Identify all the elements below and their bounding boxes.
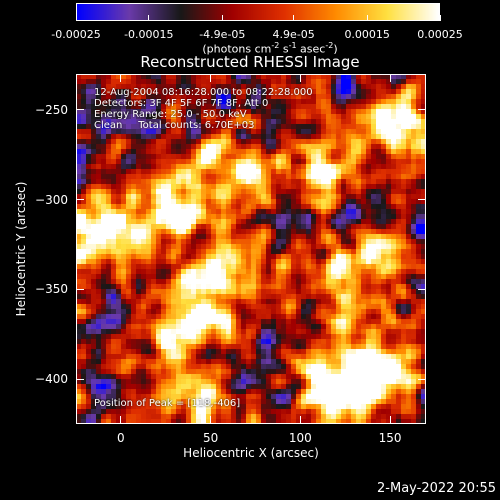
y-tick-mark — [76, 288, 84, 290]
colorbar-tick-label: 4.9e-05 — [272, 28, 315, 41]
y-tick-mark — [418, 109, 426, 111]
colorbar-tick-label: 0.00015 — [344, 28, 390, 41]
plot-area — [76, 74, 426, 424]
y-tick-label: −350 — [35, 282, 68, 297]
y-tick-mark — [418, 378, 426, 380]
y-tick-mark — [418, 199, 426, 201]
annotation-detectors: Detectors: 3F 4F 5F 6F 7F 8F, Att 0 — [94, 98, 269, 109]
x-tick-mark — [120, 74, 122, 82]
x-tick-mark — [299, 416, 301, 424]
x-tick-label: 150 — [378, 431, 402, 445]
x-tick-label: 0 — [117, 431, 125, 445]
x-tick-mark — [389, 74, 391, 82]
colorbar-tick-label: -0.00025 — [51, 28, 101, 41]
x-tick-mark — [210, 74, 212, 82]
y-tick-label: −250 — [35, 102, 68, 117]
colorbar-tick-mark — [148, 15, 150, 21]
y-tick-mark — [76, 378, 84, 380]
x-axis-label: Heliocentric X (arcsec) — [183, 446, 319, 460]
annotation-energy: Energy Range: 25.0 - 50.0 keV — [94, 109, 247, 120]
y-tick-mark — [76, 109, 84, 111]
colorbar-tick-mark — [221, 15, 223, 21]
y-tick-mark — [76, 199, 84, 201]
colorbar-tick-label: -4.9e-05 — [199, 28, 246, 41]
y-tick-label: −300 — [35, 192, 68, 207]
x-tick-mark — [210, 416, 212, 424]
y-axis-label: Heliocentric Y (arcsec) — [14, 181, 28, 317]
colorbar-unit-label: (photons cm-2 s-1 asec-2) — [202, 41, 338, 56]
colorbar — [76, 3, 440, 21]
colorbar-tick-mark — [439, 15, 441, 21]
x-tick-mark — [389, 416, 391, 424]
heatmap-image — [76, 74, 426, 424]
y-tick-mark — [418, 288, 426, 290]
chart-title: Reconstructed RHESSI Image — [140, 53, 360, 71]
x-tick-mark — [299, 74, 301, 82]
colorbar-tick-mark — [366, 15, 368, 21]
x-tick-mark — [120, 416, 122, 424]
colorbar-tick-mark — [293, 15, 295, 21]
y-tick-label: −400 — [35, 372, 68, 387]
x-tick-label: 50 — [202, 431, 219, 445]
colorbar-tick-label: -0.00015 — [124, 28, 174, 41]
colorbar-tick-mark — [75, 15, 77, 21]
annotation-method: Clean Total counts: 6.70E+03 — [94, 120, 255, 131]
x-tick-label: 100 — [288, 431, 312, 445]
annotation-peak: Position of Peak = [118,-406] — [94, 398, 241, 409]
annotation-time: 12-Aug-2004 08:16:28.000 to 08:22:28.000 — [94, 87, 313, 98]
colorbar-tick-label: 0.00025 — [417, 28, 463, 41]
render-date: 2-May-2022 20:55 — [377, 481, 496, 496]
colorbar-gradient — [76, 3, 440, 21]
